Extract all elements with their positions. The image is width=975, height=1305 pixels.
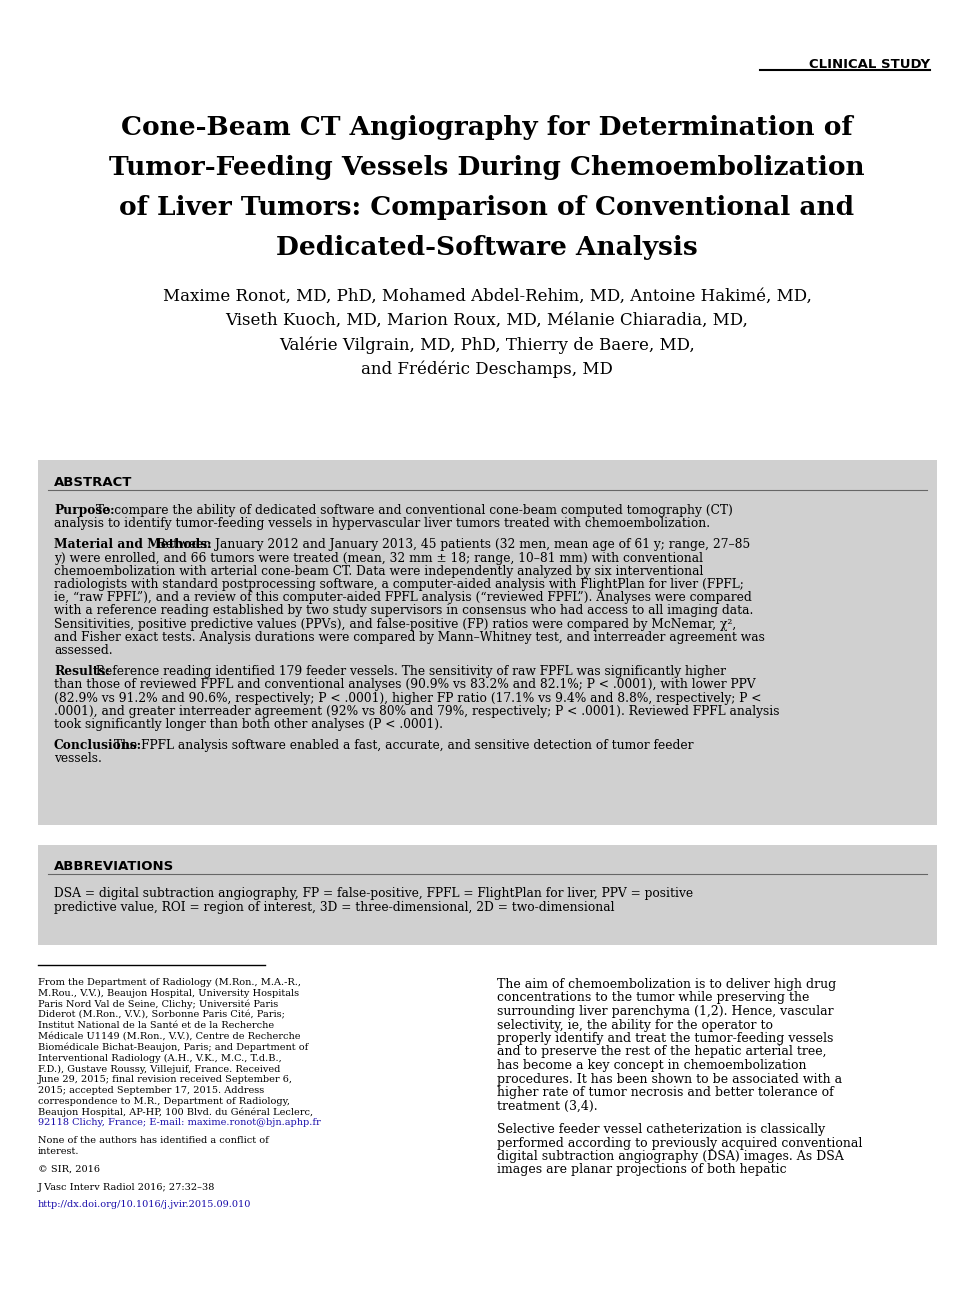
Text: The aim of chemoembolization is to deliver high drug: The aim of chemoembolization is to deliv… bbox=[497, 977, 837, 990]
Text: Valérie Vilgrain, MD, PhD, Thierry de Baere, MD,: Valérie Vilgrain, MD, PhD, Thierry de Ba… bbox=[279, 335, 695, 354]
Text: Conclusions:: Conclusions: bbox=[54, 739, 142, 752]
Text: The FPFL analysis software enabled a fast, accurate, and sensitive detection of : The FPFL analysis software enabled a fas… bbox=[110, 739, 694, 752]
Text: images are planar projections of both hepatic: images are planar projections of both he… bbox=[497, 1164, 787, 1177]
Text: y) were enrolled, and 66 tumors were treated (mean, 32 mm ± 18; range, 10–81 mm): y) were enrolled, and 66 tumors were tre… bbox=[54, 552, 703, 565]
Text: From the Department of Radiology (M.Ron., M.A.-R.,: From the Department of Radiology (M.Ron.… bbox=[38, 977, 301, 987]
Text: ABSTRACT: ABSTRACT bbox=[54, 476, 133, 489]
Text: analysis to identify tumor-feeding vessels in hypervascular liver tumors treated: analysis to identify tumor-feeding vesse… bbox=[54, 517, 710, 530]
Text: Interventional Radiology (A.H., V.K., M.C., T.d.B.,: Interventional Radiology (A.H., V.K., M.… bbox=[38, 1053, 282, 1062]
Text: Purpose:: Purpose: bbox=[54, 504, 115, 517]
Text: June 29, 2015; final revision received September 6,: June 29, 2015; final revision received S… bbox=[38, 1075, 293, 1084]
Text: ABBREVIATIONS: ABBREVIATIONS bbox=[54, 860, 175, 873]
Text: selectivity, ie, the ability for the operator to: selectivity, ie, the ability for the ope… bbox=[497, 1018, 773, 1031]
FancyBboxPatch shape bbox=[38, 459, 937, 825]
Text: CLINICAL STUDY: CLINICAL STUDY bbox=[809, 57, 930, 70]
Text: Biomédicale Bichat-Beaujon, Paris; and Department of: Biomédicale Bichat-Beaujon, Paris; and D… bbox=[38, 1043, 308, 1052]
Text: 2015; accepted September 17, 2015. Address: 2015; accepted September 17, 2015. Addre… bbox=[38, 1086, 264, 1095]
Text: Selective feeder vessel catheterization is classically: Selective feeder vessel catheterization … bbox=[497, 1124, 825, 1135]
Text: Dedicated-Software Analysis: Dedicated-Software Analysis bbox=[276, 235, 698, 260]
Text: Maxime Ronot, MD, PhD, Mohamed Abdel-Rehim, MD, Antoine Hakimé, MD,: Maxime Ronot, MD, PhD, Mohamed Abdel-Reh… bbox=[163, 288, 811, 305]
Text: higher rate of tumor necrosis and better tolerance of: higher rate of tumor necrosis and better… bbox=[497, 1086, 834, 1099]
Text: Tumor-Feeding Vessels During Chemoembolization: Tumor-Feeding Vessels During Chemoemboli… bbox=[109, 155, 865, 180]
Text: performed according to previously acquired conventional: performed according to previously acquir… bbox=[497, 1137, 862, 1150]
Text: J Vasc Interv Radiol 2016; 27:32–38: J Vasc Interv Radiol 2016; 27:32–38 bbox=[38, 1182, 215, 1191]
Text: took significantly longer than both other analyses (P < .0001).: took significantly longer than both othe… bbox=[54, 718, 443, 731]
Text: Beaujon Hospital, AP-HP, 100 Blvd. du Général Leclerc,: Beaujon Hospital, AP-HP, 100 Blvd. du Gé… bbox=[38, 1108, 313, 1117]
Text: Viseth Kuoch, MD, Marion Roux, MD, Mélanie Chiaradia, MD,: Viseth Kuoch, MD, Marion Roux, MD, Mélan… bbox=[225, 312, 749, 329]
Text: Material and Methods:: Material and Methods: bbox=[54, 539, 212, 552]
Text: DSA = digital subtraction angiography, FP = false-positive, FPFL = FlightPlan fo: DSA = digital subtraction angiography, F… bbox=[54, 887, 693, 900]
Text: None of the authors has identified a conflict of: None of the authors has identified a con… bbox=[38, 1137, 269, 1146]
Text: http://dx.doi.org/10.1016/j.jvir.2015.09.010: http://dx.doi.org/10.1016/j.jvir.2015.09… bbox=[38, 1201, 252, 1210]
Text: Sensitivities, positive predictive values (PPVs), and false-positive (FP) ratios: Sensitivities, positive predictive value… bbox=[54, 617, 736, 630]
Text: Results:: Results: bbox=[54, 666, 110, 679]
Text: surrounding liver parenchyma (1,2). Hence, vascular: surrounding liver parenchyma (1,2). Henc… bbox=[497, 1005, 834, 1018]
Text: with a reference reading established by two study supervisors in consensus who h: with a reference reading established by … bbox=[54, 604, 754, 617]
Text: Paris Nord Val de Seine, Clichy; Université Paris: Paris Nord Val de Seine, Clichy; Univers… bbox=[38, 1000, 278, 1009]
Text: © SIR, 2016: © SIR, 2016 bbox=[38, 1165, 100, 1173]
Text: radiologists with standard postprocessing software, a computer-aided analysis wi: radiologists with standard postprocessin… bbox=[54, 578, 744, 591]
Text: assessed.: assessed. bbox=[54, 643, 113, 656]
Text: M.Rou., V.V.), Beaujon Hospital, University Hospitals: M.Rou., V.V.), Beaujon Hospital, Univers… bbox=[38, 989, 299, 998]
Text: vessels.: vessels. bbox=[54, 753, 101, 766]
Text: properly identify and treat the tumor-feeding vessels: properly identify and treat the tumor-fe… bbox=[497, 1032, 834, 1045]
Text: Institut National de la Santé et de la Recherche: Institut National de la Santé et de la R… bbox=[38, 1022, 274, 1030]
Text: (82.9% vs 91.2% and 90.6%, respectively; P < .0001), higher FP ratio (17.1% vs 9: (82.9% vs 91.2% and 90.6%, respectively;… bbox=[54, 692, 761, 705]
FancyBboxPatch shape bbox=[38, 846, 937, 945]
Text: concentrations to the tumor while preserving the: concentrations to the tumor while preser… bbox=[497, 992, 809, 1005]
Text: Cone-Beam CT Angiography for Determination of: Cone-Beam CT Angiography for Determinati… bbox=[121, 115, 853, 140]
Text: predictive value, ROI = region of interest, 3D = three-dimensional, 2D = two-dim: predictive value, ROI = region of intere… bbox=[54, 900, 614, 914]
Text: and Fisher exact tests. Analysis durations were compared by Mann–Whitney test, a: and Fisher exact tests. Analysis duratio… bbox=[54, 630, 764, 643]
Text: procedures. It has been shown to be associated with a: procedures. It has been shown to be asso… bbox=[497, 1073, 842, 1086]
Text: has become a key concept in chemoembolization: has become a key concept in chemoemboliz… bbox=[497, 1058, 806, 1071]
Text: Reference reading identified 179 feeder vessels. The sensitivity of raw FPFL was: Reference reading identified 179 feeder … bbox=[92, 666, 725, 679]
Text: of Liver Tumors: Comparison of Conventional and: of Liver Tumors: Comparison of Conventio… bbox=[119, 194, 854, 221]
Text: digital subtraction angiography (DSA) images. As DSA: digital subtraction angiography (DSA) im… bbox=[497, 1150, 843, 1163]
Text: F.D.), Gustave Roussy, Villejuif, France. Received: F.D.), Gustave Roussy, Villejuif, France… bbox=[38, 1065, 281, 1074]
Text: Between January 2012 and January 2013, 45 patients (32 men, mean age of 61 y; ra: Between January 2012 and January 2013, 4… bbox=[153, 539, 750, 552]
Text: .0001), and greater interreader agreement (92% vs 80% and 79%, respectively; P <: .0001), and greater interreader agreemen… bbox=[54, 705, 779, 718]
Text: chemoembolization with arterial cone-beam CT. Data were independently analyzed b: chemoembolization with arterial cone-bea… bbox=[54, 565, 703, 578]
Text: correspondence to M.R., Department of Radiology,: correspondence to M.R., Department of Ra… bbox=[38, 1096, 290, 1105]
Text: interest.: interest. bbox=[38, 1147, 80, 1156]
Text: and to preserve the rest of the hepatic arterial tree,: and to preserve the rest of the hepatic … bbox=[497, 1045, 827, 1058]
Text: ie, “raw FPFL”), and a review of this computer-aided FPFL analysis (“reviewed FP: ie, “raw FPFL”), and a review of this co… bbox=[54, 591, 752, 604]
Text: than those of reviewed FPFL and conventional analyses (90.9% vs 83.2% and 82.1%;: than those of reviewed FPFL and conventi… bbox=[54, 679, 756, 692]
Text: To compare the ability of dedicated software and conventional cone-beam computed: To compare the ability of dedicated soft… bbox=[92, 504, 732, 517]
Text: and Frédéric Deschamps, MD: and Frédéric Deschamps, MD bbox=[361, 360, 613, 377]
Text: 92118 Clichy, France; E-mail: maxime.ronot@bjn.aphp.fr: 92118 Clichy, France; E-mail: maxime.ron… bbox=[38, 1118, 321, 1128]
Text: Médicale U1149 (M.Ron., V.V.), Centre de Recherche: Médicale U1149 (M.Ron., V.V.), Centre de… bbox=[38, 1032, 300, 1041]
Text: treatment (3,4).: treatment (3,4). bbox=[497, 1100, 598, 1112]
Text: Diderot (M.Ron., V.V.), Sorbonne Paris Cité, Paris;: Diderot (M.Ron., V.V.), Sorbonne Paris C… bbox=[38, 1010, 285, 1019]
